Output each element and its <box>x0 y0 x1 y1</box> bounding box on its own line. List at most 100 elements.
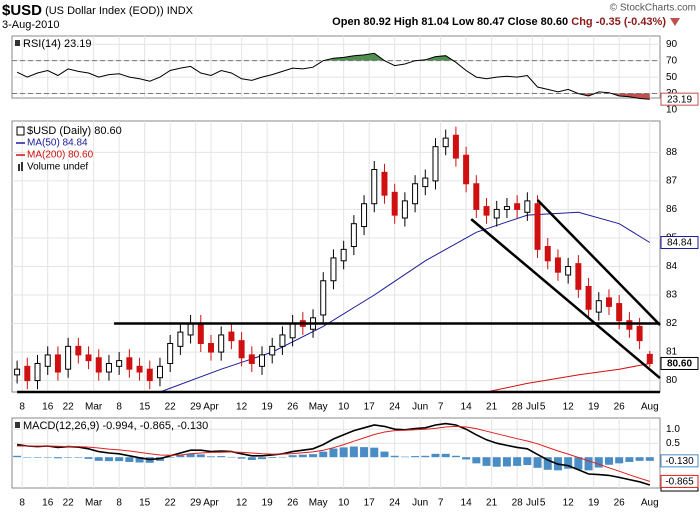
histogram-bar <box>237 457 246 459</box>
x-tick-label: 10 <box>338 498 350 509</box>
histogram-bar <box>349 446 358 458</box>
legend-entry: Volume undef <box>27 162 88 173</box>
x-tick-label: 5 <box>540 498 546 509</box>
x-tick-label: 28 <box>512 498 524 509</box>
x-tick-label: Mar <box>85 402 103 413</box>
x-tick-label: 26 <box>614 498 626 509</box>
candle-body <box>514 203 521 210</box>
histogram-bar <box>186 453 195 458</box>
x-tick-label: 12 <box>236 402 248 413</box>
candle-body <box>44 354 51 367</box>
candle-body <box>24 365 31 382</box>
x-tick-label: Mar <box>85 498 103 509</box>
legend-entry: MA(200) 80.60 <box>27 150 94 161</box>
candle-body <box>483 206 490 216</box>
candle-body <box>636 325 643 342</box>
candle-body <box>361 203 368 228</box>
histogram-bar <box>288 455 297 458</box>
histogram-bar <box>319 451 328 458</box>
exchange: INDX <box>167 5 194 17</box>
y-tick-label: 10 <box>666 105 678 116</box>
candle-body <box>330 257 337 282</box>
x-tick-label: 22 <box>165 498 177 509</box>
candle-body <box>534 203 541 250</box>
x-tick-label: 10 <box>338 402 350 413</box>
trend-line <box>470 218 661 379</box>
title-icon <box>15 422 20 428</box>
end-label: 80.60 <box>667 359 692 370</box>
y-tick-label: 0.5 <box>666 438 680 449</box>
x-tick-label: Aug <box>641 402 659 413</box>
candle-body <box>503 206 510 210</box>
candle-body <box>463 154 470 185</box>
source: © StockCharts.com <box>610 3 696 14</box>
change: Chg -0.35 (-0.43%) <box>571 16 666 28</box>
candle-body <box>401 200 408 219</box>
end-label-box <box>660 356 699 370</box>
x-tick-label: 19 <box>588 402 600 413</box>
histogram-bar <box>370 447 379 458</box>
chart-date: 3-Aug-2010 <box>2 19 60 31</box>
x-tick-label: 19 <box>262 498 274 509</box>
candle-body <box>156 365 163 379</box>
histogram-bar <box>462 457 471 460</box>
candle-body <box>554 257 561 273</box>
x-tick-label: 22 <box>165 402 177 413</box>
histogram-bar <box>441 453 450 458</box>
x-tick-label: 7 <box>438 498 444 509</box>
x-tick-label: Apr <box>203 498 219 509</box>
candle-body <box>412 183 419 205</box>
histogram-bar <box>206 456 215 458</box>
candle-body <box>269 345 276 356</box>
candle-body <box>65 345 72 370</box>
x-tick-label: 8 <box>19 402 25 413</box>
x-tick-label: 12 <box>236 498 248 509</box>
candle-body <box>259 354 266 367</box>
histogram-bar <box>217 456 226 458</box>
histogram-bar <box>492 457 501 467</box>
candle-body <box>452 134 459 159</box>
histogram-bar <box>13 455 22 458</box>
candle-body <box>289 323 296 339</box>
chart-title: (US Dollar Index (EOD)) <box>45 5 164 17</box>
x-tick-label: 8 <box>116 498 122 509</box>
histogram-bar <box>247 457 256 460</box>
histogram-bar <box>339 447 348 458</box>
histogram-bar <box>543 457 552 470</box>
candle-body <box>197 323 204 345</box>
candle-body <box>524 200 531 213</box>
chart-heading: $USD (US Dollar Index (EOD)) INDX <box>2 2 194 19</box>
histogram-bar <box>472 457 481 464</box>
histogram-bar <box>227 456 236 458</box>
candle-body <box>75 345 82 356</box>
x-tick-label: 16 <box>42 402 54 413</box>
candle-body <box>279 334 286 347</box>
candle-body <box>320 280 327 316</box>
legend-icon <box>18 164 20 171</box>
end-label: 23.19 <box>667 94 692 105</box>
panel-title: RSI(14) 23.19 <box>23 38 91 50</box>
histogram-bar <box>23 457 32 458</box>
macd-line <box>17 425 650 482</box>
histogram-bar <box>64 457 73 458</box>
y-tick-label: 82 <box>666 318 678 329</box>
x-tick-label: May <box>309 402 328 413</box>
x-tick-label: 12 <box>563 402 575 413</box>
panel-frame <box>11 120 661 393</box>
candle-body <box>391 191 398 216</box>
candle-body <box>34 362 41 382</box>
histogram-bar <box>380 451 389 458</box>
histogram-bar <box>309 454 318 458</box>
candle-body <box>565 265 572 276</box>
symbol: $USD <box>2 2 42 19</box>
x-tick-label: 7 <box>438 402 444 413</box>
rsi-line <box>16 52 650 100</box>
candle-body <box>616 303 623 322</box>
candle-body <box>626 320 633 330</box>
x-tick-label: Jul <box>526 498 539 509</box>
overbought-fill <box>323 53 454 61</box>
histogram-bar <box>258 457 267 460</box>
candle-body <box>54 354 61 373</box>
end-label-box <box>660 454 699 468</box>
